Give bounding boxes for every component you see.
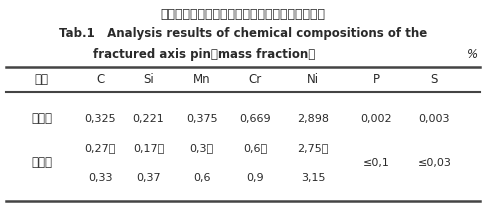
Text: 2,898: 2,898 [297,114,330,124]
Text: 实测值: 实测值 [32,112,52,125]
Text: Ni: Ni [307,73,319,86]
Text: 0,6: 0,6 [193,173,210,183]
Text: %: % [467,48,478,61]
Text: 3,15: 3,15 [301,173,326,183]
Text: C: C [96,73,104,86]
Text: 0,27～: 0,27～ [85,143,116,153]
Text: Tab.1   Analysis results of chemical compositions of the: Tab.1 Analysis results of chemical compo… [59,27,427,40]
Text: 0,3～: 0,3～ [190,143,214,153]
Text: fractured axis pin（mass fraction）: fractured axis pin（mass fraction） [93,48,315,61]
Text: 0,221: 0,221 [133,114,164,124]
Text: Cr: Cr [248,73,262,86]
Text: Mn: Mn [193,73,210,86]
Text: ≤0,03: ≤0,03 [417,158,451,168]
Text: 0,669: 0,669 [239,114,271,124]
Text: 0,002: 0,002 [361,114,392,124]
Text: 0,9: 0,9 [246,173,264,183]
Text: P: P [373,73,380,86]
Text: 2,75～: 2,75～ [297,143,329,153]
Text: 标准值: 标准值 [32,156,52,169]
Text: ≤0,1: ≤0,1 [363,158,390,168]
Text: 0,33: 0,33 [88,173,112,183]
Text: 0,375: 0,375 [186,114,218,124]
Text: 0,37: 0,37 [136,173,161,183]
Text: 0,003: 0,003 [418,114,450,124]
Text: 0,325: 0,325 [84,114,116,124]
Text: 项目: 项目 [35,73,49,86]
Text: S: S [431,73,438,86]
Text: 0,17～: 0,17～ [133,143,164,153]
Text: 0,6～: 0,6～ [243,143,267,153]
Text: Si: Si [143,73,154,86]
Text: 表１　断裂轴销的化学成分分析结果（质量分数）: 表１ 断裂轴销的化学成分分析结果（质量分数） [160,8,326,21]
